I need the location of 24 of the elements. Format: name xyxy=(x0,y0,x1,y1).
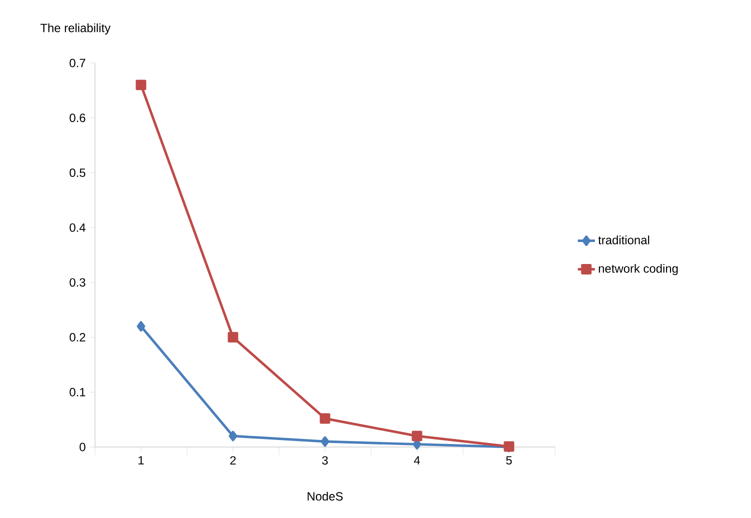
x-tick-label: 5 xyxy=(506,456,512,465)
point xyxy=(228,332,238,343)
y-tick-label: 0.4 xyxy=(70,223,86,232)
y-tick-label: 0.1 xyxy=(70,388,86,396)
point xyxy=(136,80,146,90)
y-tick-label: 0 xyxy=(80,442,86,452)
y-tick-label: 0.5 xyxy=(70,168,86,177)
x-tick-label: 2 xyxy=(230,456,236,465)
y-tick-label: 0.6 xyxy=(70,114,86,122)
y-tick-label: 0.7 xyxy=(70,58,86,68)
y-tick-label: 0.2 xyxy=(70,333,86,342)
point xyxy=(320,413,330,424)
y-axis-title: The reliability xyxy=(40,23,111,35)
point xyxy=(228,430,238,442)
point xyxy=(320,436,330,447)
legend-label: network coding xyxy=(598,264,678,276)
x-tick-label: 4 xyxy=(414,456,420,464)
legend-label: traditional xyxy=(598,236,650,244)
x-tick-label: 3 xyxy=(322,456,328,465)
y-tick-label: 0.3 xyxy=(70,278,86,287)
point xyxy=(136,321,146,332)
x-axis-title: NodeS xyxy=(308,492,343,501)
point xyxy=(412,430,422,442)
x-tick-label: 1 xyxy=(138,456,144,464)
